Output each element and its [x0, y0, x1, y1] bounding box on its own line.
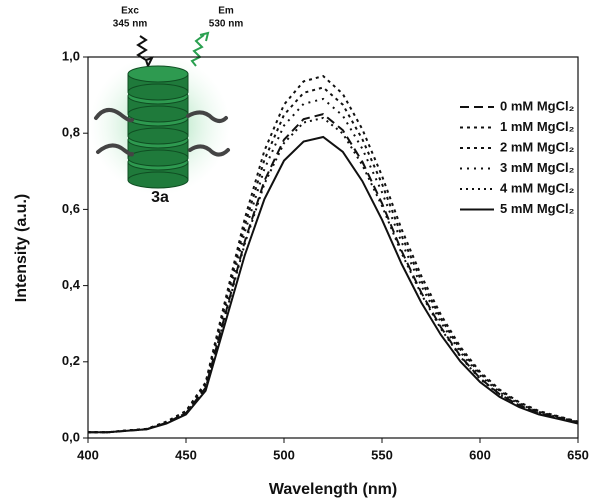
y-tick-label: 0,8 [62, 125, 80, 140]
y-tick-label: 0,6 [62, 201, 80, 216]
legend-label: 4 mM MgCl₂ [500, 180, 575, 195]
data-line [88, 97, 579, 434]
x-tick-label: 600 [469, 447, 491, 462]
data-line [88, 135, 579, 434]
legend-label: 0 mM MgCl₂ [500, 98, 575, 113]
data-line [88, 116, 579, 434]
x-axis-label: Wavelength (nm) [269, 481, 397, 498]
plot-frame [87, 56, 579, 439]
legend-label: 1 mM MgCl₂ [500, 119, 575, 134]
legend-label: 2 mM MgCl₂ [500, 139, 575, 154]
annotation: 345 nm [113, 19, 148, 30]
x-tick-label: 650 [567, 447, 589, 462]
legend-label: 3 mM MgCl₂ [500, 160, 575, 175]
x-tick-label: 400 [77, 447, 99, 462]
y-tick-label: 0,2 [62, 353, 80, 368]
inset-illustration [90, 31, 230, 195]
x-tick-label: 550 [371, 447, 393, 462]
y-tick-label: 0,4 [62, 277, 81, 292]
annotation: 3a [151, 189, 169, 206]
legend-label: 5 mM MgCl₂ [500, 201, 575, 216]
data-line [88, 113, 579, 434]
y-axis-label: Intensity (a.u.) [13, 194, 30, 302]
y-tick-label: 0,0 [62, 429, 80, 444]
annotation: 530 nm [209, 19, 244, 30]
x-tick-label: 450 [175, 447, 197, 462]
annotation: Em [218, 6, 234, 17]
annotation: Exc [121, 6, 139, 17]
x-tick-label: 500 [273, 447, 295, 462]
y-tick-label: 1,0 [62, 48, 80, 63]
